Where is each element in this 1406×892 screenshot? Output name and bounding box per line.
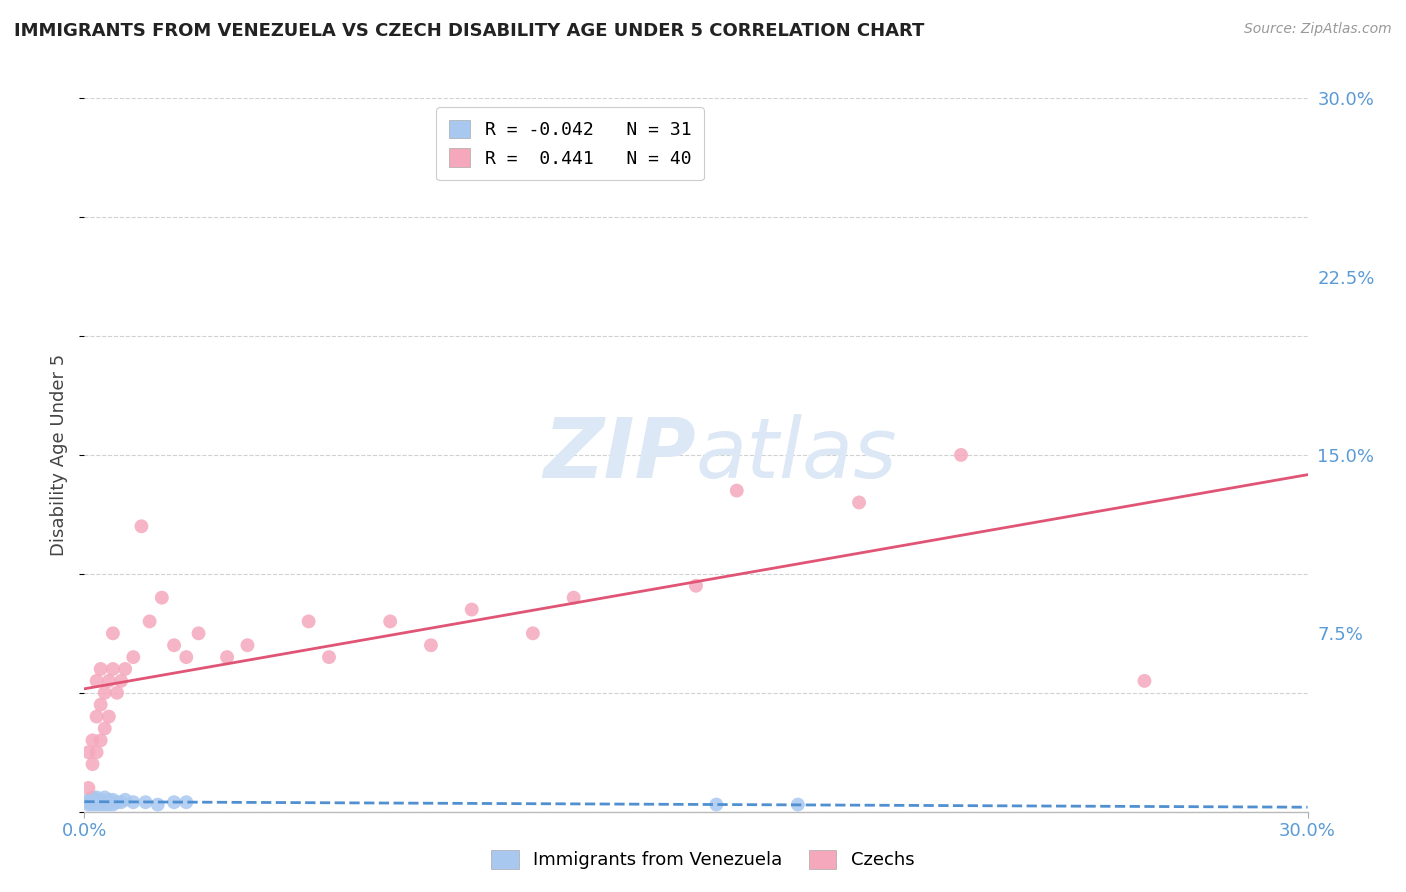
Point (93, 795, 117, 809)
Point (150, 591, 173, 605)
Point (86, 795, 108, 809)
Point (176, 650, 198, 665)
Point (522, 626, 544, 640)
Point (77, 745, 100, 759)
Point (163, 795, 186, 809)
Point (86, 790, 108, 805)
Point (77, 780, 100, 795)
Point (93, 797, 117, 812)
Point (101, 797, 124, 812)
Point (318, 650, 340, 665)
Point (77, 797, 100, 812)
Point (110, 795, 132, 809)
Point (110, 673, 132, 688)
Point (725, 483, 748, 498)
Point (90, 733, 112, 747)
Point (420, 638, 443, 652)
Point (86, 709, 108, 723)
Point (380, 615, 402, 629)
Point (1133, 673, 1156, 688)
Point (950, 448, 973, 462)
Point (101, 662, 124, 676)
Point (562, 591, 585, 605)
Point (93, 790, 117, 805)
Point (101, 793, 124, 807)
Point (86, 793, 108, 807)
Legend: Immigrants from Venezuela, Czechs: Immigrants from Venezuela, Czechs (482, 841, 924, 879)
Point (105, 795, 128, 809)
Point (187, 626, 209, 640)
Point (97, 793, 120, 807)
Point (82, 793, 104, 807)
Point (146, 797, 169, 812)
Point (101, 626, 124, 640)
Point (82, 757, 104, 772)
Point (97, 673, 120, 688)
Point (86, 797, 108, 812)
Point (848, 495, 870, 509)
Point (131, 519, 153, 533)
Point (77, 795, 100, 809)
Point (685, 579, 707, 593)
Point (217, 650, 239, 665)
Point (706, 797, 728, 812)
Point (82, 790, 104, 805)
Text: atlas: atlas (696, 415, 897, 495)
Point (138, 615, 160, 629)
Point (135, 795, 157, 809)
Text: Source: ZipAtlas.com: Source: ZipAtlas.com (1244, 22, 1392, 37)
Point (90, 795, 112, 809)
Point (461, 602, 484, 616)
Point (82, 797, 104, 812)
Point (86, 673, 108, 688)
Point (176, 795, 198, 809)
Point (97, 797, 120, 812)
Point (90, 793, 112, 807)
Point (97, 709, 120, 723)
Point (77, 793, 100, 807)
Point (163, 638, 186, 652)
Y-axis label: Disability Age Under 5: Disability Age Under 5 (51, 354, 69, 556)
Point (298, 615, 321, 629)
Point (122, 650, 145, 665)
Point (90, 797, 112, 812)
Point (93, 722, 117, 736)
Point (93, 686, 117, 700)
Point (114, 793, 136, 807)
Text: ZIP: ZIP (543, 415, 696, 495)
Point (105, 686, 128, 700)
Point (82, 795, 104, 809)
Point (86, 745, 108, 759)
Point (787, 797, 810, 812)
Legend: R = -0.042   N = 31, R =  0.441   N = 40: R = -0.042 N = 31, R = 0.441 N = 40 (436, 107, 704, 180)
Text: IMMIGRANTS FROM VENEZUELA VS CZECH DISABILITY AGE UNDER 5 CORRELATION CHART: IMMIGRANTS FROM VENEZUELA VS CZECH DISAB… (14, 22, 924, 40)
Point (82, 733, 104, 747)
Point (114, 662, 136, 676)
Point (122, 795, 145, 809)
Point (90, 698, 112, 712)
Point (236, 638, 259, 652)
Point (90, 662, 112, 676)
